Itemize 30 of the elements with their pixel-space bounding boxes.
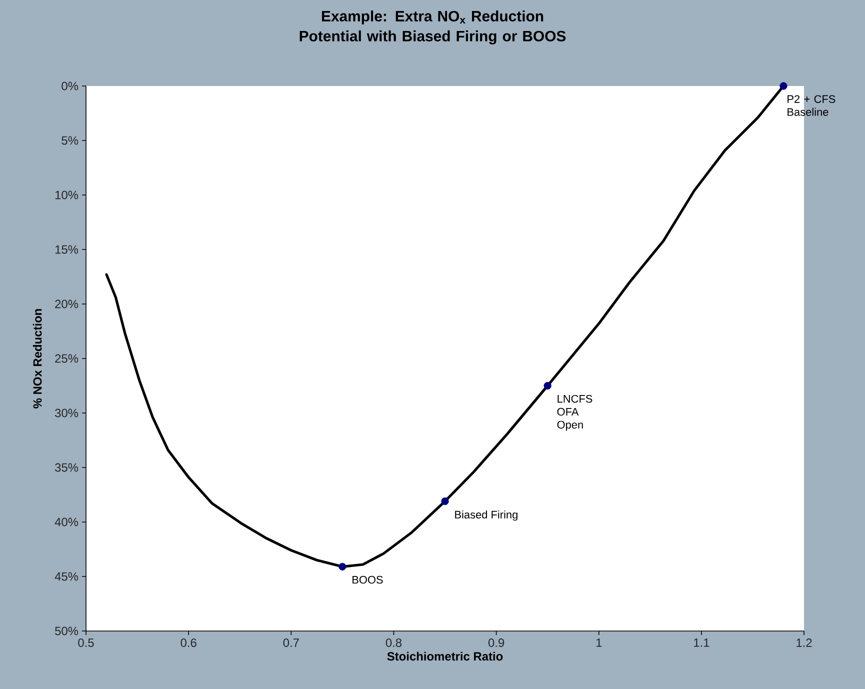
- point: [780, 82, 788, 90]
- y-tick-label: 35%: [55, 463, 78, 472]
- y-tick-label: 20%: [55, 300, 78, 308]
- y-tick-label: 30%: [55, 408, 78, 418]
- point: [544, 382, 552, 390]
- y-tick-label: 25%: [55, 354, 78, 363]
- y-tick-label: 45%: [54, 572, 78, 581]
- point: [441, 497, 449, 506]
- x-tick-label: 0.8: [386, 638, 402, 647]
- x-axis-title: Stoichiometric Ratio: [387, 652, 503, 661]
- x-tick-label: 1.1: [694, 638, 710, 647]
- annotation: BOOS: [352, 576, 383, 584]
- y-tick-label: 50%: [55, 626, 78, 636]
- y-axis-title: % NOx Reduction: [32, 309, 42, 408]
- point: [338, 562, 346, 570]
- annotation: Biased Firing: [455, 510, 518, 521]
- y-tick-label: 10%: [55, 190, 78, 200]
- annotation: LNCFS OFA Open: [557, 394, 592, 431]
- x-tick-label: 1: [596, 638, 602, 647]
- y-tick-label: 0%: [62, 82, 78, 90]
- x-tick-label: 0.6: [180, 638, 196, 647]
- x-tick-label: 0.7: [283, 638, 299, 647]
- x-tick-label: 0.9: [488, 638, 504, 647]
- x-tick-label: 1.2: [796, 638, 812, 647]
- y-tick-label: 40%: [54, 518, 78, 526]
- y-tick-label: 15%: [55, 245, 78, 254]
- y-tick-label: 5%: [62, 136, 78, 145]
- x-tick-label: 0.5: [78, 638, 94, 647]
- chart-title: Example: Extra NO$_{x}$ Reduction Potential with Biased Firing or BOOS: [300, 10, 566, 44]
- annotation: P2 + CFS Baseline: [788, 95, 836, 116]
